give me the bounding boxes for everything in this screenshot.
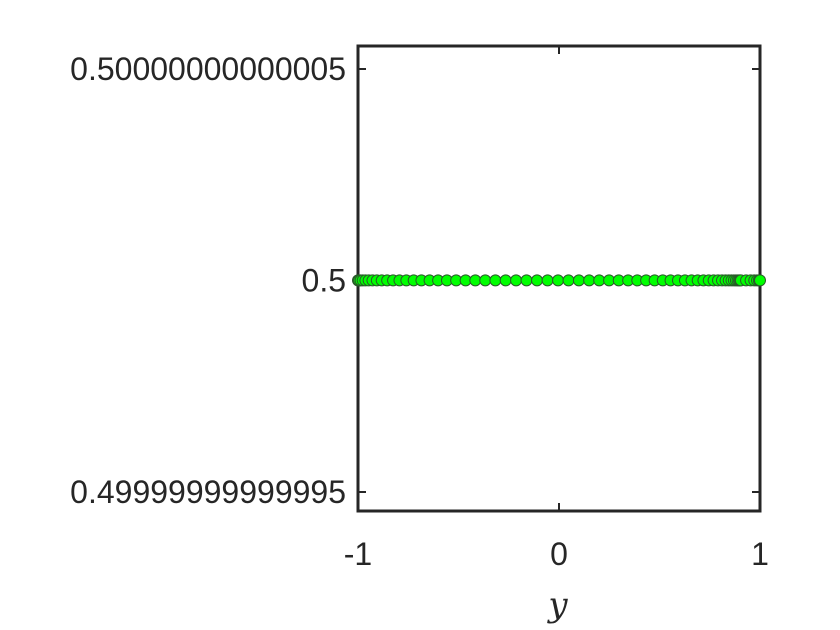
x-tick-label: 1 — [751, 536, 769, 572]
data-point — [541, 274, 554, 287]
data-point — [531, 274, 544, 287]
data-point — [469, 274, 482, 287]
data-point — [593, 274, 606, 287]
data-point — [520, 274, 533, 287]
x-axis-label: y — [546, 585, 568, 625]
data-point — [499, 274, 512, 287]
data-points — [352, 274, 766, 287]
data-point — [583, 274, 596, 287]
data-point — [510, 274, 523, 287]
x-tick-label: 0 — [550, 536, 568, 572]
y-tick-label: 0.49999999999995 — [70, 474, 346, 510]
data-point — [754, 274, 766, 287]
x-axis-ticks: -1 0 1 — [344, 46, 769, 572]
y-tick-label: 0.50000000000005 — [70, 51, 346, 87]
x-tick-label: -1 — [344, 536, 372, 572]
data-point — [562, 274, 575, 287]
data-point — [572, 274, 585, 287]
data-point — [489, 274, 502, 287]
data-point — [552, 274, 565, 287]
data-point — [479, 274, 492, 287]
y-tick-label: 0.5 — [302, 262, 346, 298]
